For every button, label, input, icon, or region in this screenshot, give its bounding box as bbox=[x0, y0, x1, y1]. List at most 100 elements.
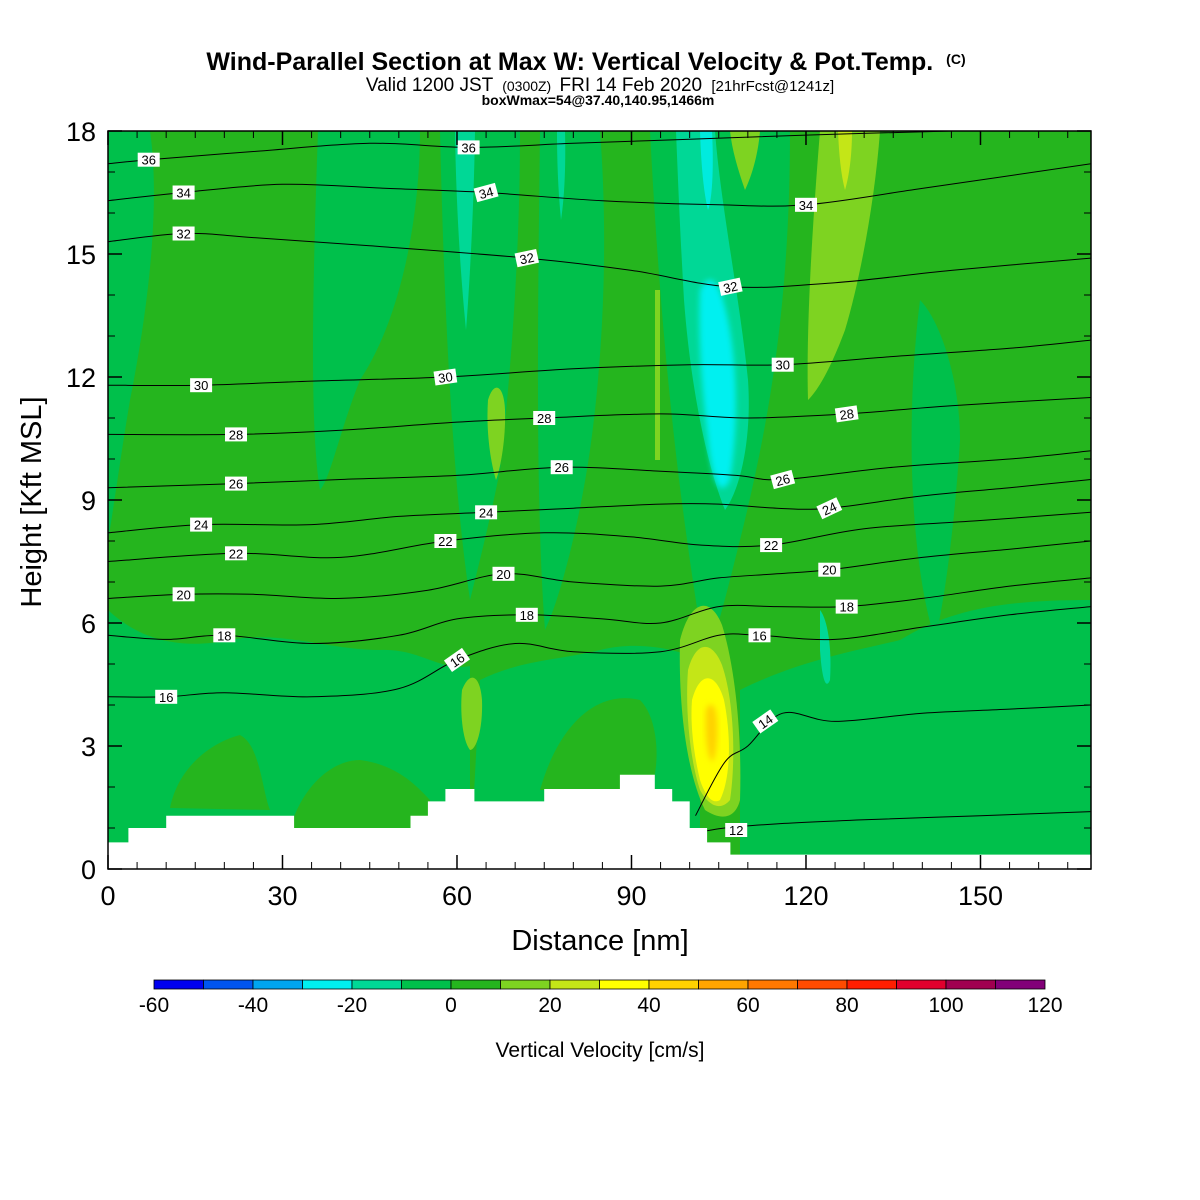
contour-label-box bbox=[795, 197, 817, 212]
contour-label-36: 36 bbox=[137, 152, 160, 168]
contour-label-text: 30 bbox=[194, 378, 208, 393]
fill-cyan-core bbox=[699, 280, 736, 488]
x-tick-label: 0 bbox=[100, 881, 115, 911]
contour-label-box bbox=[725, 823, 748, 837]
contour-label-box bbox=[190, 378, 213, 393]
contour-label-14: 14 bbox=[752, 709, 779, 734]
chart-title-main: Wind-Parallel Section at Max W: Vertical… bbox=[206, 48, 933, 76]
contour-label-box bbox=[550, 460, 573, 475]
contour-label-22: 22 bbox=[434, 534, 457, 549]
theta-contours bbox=[108, 131, 1091, 835]
colorbar-swatch bbox=[549, 979, 600, 990]
contour-label-text: 34 bbox=[176, 186, 190, 201]
contour-label-box bbox=[818, 562, 841, 577]
contour-label-box bbox=[816, 497, 843, 520]
y-tick-label: 12 bbox=[66, 363, 96, 393]
fill-light-green-mid bbox=[487, 387, 506, 480]
colorbar-swatch bbox=[500, 979, 551, 990]
contour-label-24: 24 bbox=[475, 505, 498, 520]
x-tick-label: 60 bbox=[442, 881, 472, 911]
theta-contour-34 bbox=[108, 163, 1091, 207]
contour-label-box bbox=[515, 607, 538, 622]
contour-label-box bbox=[834, 405, 859, 423]
colorbar-swatch bbox=[252, 979, 303, 990]
contour-label-text: 16 bbox=[159, 690, 173, 705]
contour-label-text: 14 bbox=[755, 712, 775, 733]
contour-label-text: 26 bbox=[229, 477, 243, 492]
contour-label-text: 18 bbox=[839, 600, 853, 615]
fill-low-rising-patch-1 bbox=[170, 735, 270, 810]
contour-label-20: 20 bbox=[492, 566, 515, 582]
y-tick-label: 9 bbox=[81, 486, 96, 516]
contour-label-box bbox=[225, 546, 247, 561]
contour-label-text: 18 bbox=[217, 628, 231, 643]
contour-label-26: 26 bbox=[225, 476, 247, 492]
contour-label-box bbox=[457, 140, 480, 155]
colorbar-swatch bbox=[450, 979, 501, 990]
colorbar-swatch bbox=[945, 979, 996, 990]
fill-teal-small bbox=[820, 610, 831, 684]
colorbar-swatch bbox=[747, 979, 798, 990]
theta-contour-14 bbox=[695, 704, 1091, 816]
y-axis-label: Height [Kft MSL] bbox=[16, 396, 48, 607]
theta-contour-24 bbox=[108, 479, 1091, 534]
theta-contour-30 bbox=[108, 339, 1091, 387]
contour-label-box bbox=[533, 411, 556, 425]
fill-low-rising-patch-2 bbox=[290, 760, 430, 830]
y-tick-label: 3 bbox=[81, 732, 96, 762]
contour-label-12: 12 bbox=[725, 823, 748, 838]
colorbar-swatch bbox=[797, 979, 848, 990]
contour-label-18: 18 bbox=[515, 607, 538, 623]
contour-label-text: 12 bbox=[729, 823, 743, 838]
contour-label-text: 26 bbox=[554, 460, 568, 475]
contour-label-text: 32 bbox=[176, 227, 190, 242]
contour-label-22: 22 bbox=[225, 546, 247, 561]
x-tick-label: 30 bbox=[267, 881, 297, 911]
contour-label-26: 26 bbox=[770, 469, 796, 490]
contour-label-24: 24 bbox=[816, 497, 843, 520]
fill-teal-narrow bbox=[455, 131, 475, 330]
contour-label-box bbox=[492, 566, 515, 581]
contour-label-28: 28 bbox=[225, 427, 247, 442]
contour-label-text: 30 bbox=[775, 358, 789, 373]
contour-label-text: 32 bbox=[518, 250, 535, 268]
colorbar-tick-label: 40 bbox=[637, 994, 660, 1017]
contour-label-box bbox=[770, 469, 796, 490]
contour-label-text: 32 bbox=[722, 278, 739, 296]
contour-label-28: 28 bbox=[533, 411, 556, 426]
contour-label-box bbox=[760, 538, 783, 553]
theta-contour-32 bbox=[108, 232, 1091, 288]
chart-title-mark: (C) bbox=[946, 51, 965, 67]
theta-contour-26 bbox=[108, 450, 1091, 489]
colorbar-tick-label: -40 bbox=[238, 994, 268, 1017]
contour-label-box bbox=[475, 505, 498, 520]
fill-low-rising-patch-3 bbox=[540, 698, 657, 790]
contour-label-box bbox=[718, 277, 743, 296]
contour-label-text: 18 bbox=[520, 608, 534, 623]
y-tick-label: 15 bbox=[66, 240, 96, 270]
theta-contour-18 bbox=[108, 577, 1091, 645]
contour-label-30: 30 bbox=[771, 357, 794, 373]
subtitle-valid: Valid 1200 JST bbox=[366, 75, 494, 96]
contour-label-box bbox=[514, 248, 540, 268]
contour-label-28: 28 bbox=[834, 405, 859, 423]
contour-label-30: 30 bbox=[433, 368, 458, 386]
contour-label-18: 18 bbox=[835, 599, 858, 615]
contour-label-text: 16 bbox=[752, 628, 766, 643]
contour-label-text: 24 bbox=[479, 505, 493, 520]
velocity-fill bbox=[108, 131, 1091, 869]
colorbar-swatch bbox=[351, 979, 402, 990]
colorbar-tick-label: 120 bbox=[1027, 994, 1062, 1017]
chart-title: Wind-Parallel Section at Max W: Vertical… bbox=[206, 48, 965, 76]
contour-label-box bbox=[172, 587, 195, 602]
contour-label-box bbox=[155, 689, 178, 704]
colorbar-swatch bbox=[153, 979, 204, 990]
colorbar-tick-label: 20 bbox=[538, 994, 561, 1017]
contour-label-text: 22 bbox=[438, 534, 452, 549]
contour-label-20: 20 bbox=[172, 587, 195, 602]
colorbar-swatch bbox=[896, 979, 947, 990]
y-tick-label: 6 bbox=[81, 609, 96, 639]
contour-label-text: 28 bbox=[229, 427, 243, 442]
